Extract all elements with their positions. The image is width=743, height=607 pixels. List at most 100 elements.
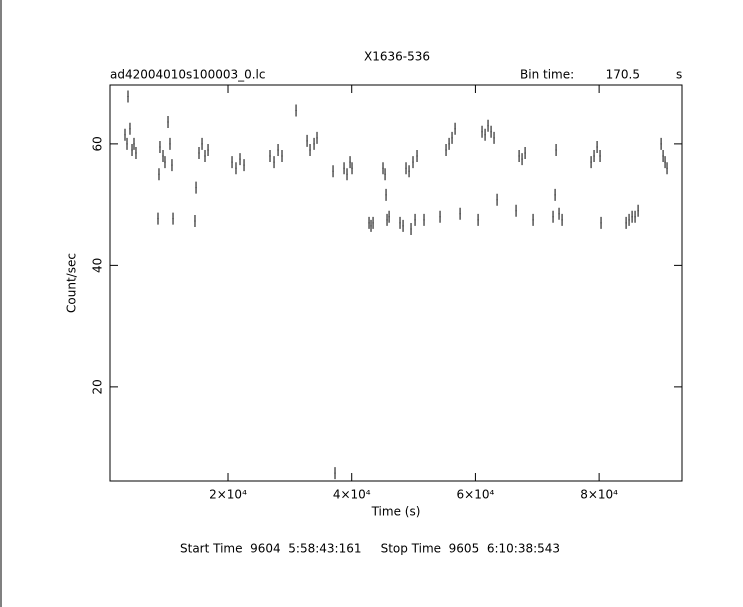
data-point <box>408 165 410 178</box>
data-point <box>412 156 414 169</box>
data-point <box>157 212 159 225</box>
data-point <box>414 213 416 226</box>
data-point <box>451 131 453 144</box>
x-tick-label: 8×10⁴ <box>580 488 618 502</box>
data-point <box>351 162 353 175</box>
data-point <box>201 137 203 150</box>
file-name: ad42004010s100003_0.lc <box>110 68 266 82</box>
data-point <box>481 125 483 138</box>
x-tick-label: 6×10⁴ <box>457 488 495 502</box>
data-point <box>532 213 534 226</box>
data-point <box>334 467 336 480</box>
data-point <box>599 150 601 163</box>
data-point <box>313 137 315 150</box>
data-point <box>496 193 498 206</box>
footer: Start Time 9604 5:58:43:161 Stop Time 96… <box>180 542 560 556</box>
data-point <box>277 143 279 156</box>
data-point <box>515 204 517 217</box>
data-point <box>124 128 126 141</box>
data-point <box>273 156 275 169</box>
data-point <box>664 156 666 169</box>
data-point <box>316 131 318 144</box>
data-point <box>309 143 311 156</box>
data-point <box>269 150 271 163</box>
data-point <box>382 162 384 175</box>
data-point <box>171 159 173 172</box>
data-point <box>195 181 197 194</box>
data-point <box>518 150 520 163</box>
data-point <box>416 150 418 163</box>
y-tick-label: 40 <box>91 258 105 273</box>
data-point <box>332 165 334 178</box>
data-point <box>593 150 595 163</box>
data-point <box>306 134 308 147</box>
chart-title: X1636-536 <box>364 50 430 64</box>
data-point <box>126 137 128 150</box>
data-point <box>448 137 450 150</box>
data-point <box>164 156 166 169</box>
y-tick-label: 20 <box>91 379 105 394</box>
bin-time-value: 170.5 <box>606 68 640 82</box>
data-point <box>552 210 554 223</box>
data-point <box>162 150 164 163</box>
data-point <box>194 215 196 228</box>
data-point <box>346 168 348 181</box>
data-point <box>133 137 135 150</box>
x-tick-label: 2×10⁴ <box>209 488 247 502</box>
data-point <box>600 216 602 229</box>
bin-time-unit: s <box>676 68 682 82</box>
data-point <box>631 210 633 223</box>
data-point <box>207 143 209 156</box>
data-point <box>204 150 206 163</box>
data-point <box>243 159 245 172</box>
data-point <box>625 216 627 229</box>
data-point <box>555 143 557 156</box>
data-point <box>477 213 479 226</box>
data-point <box>231 156 233 169</box>
data-point <box>295 104 297 117</box>
data-point <box>487 119 489 132</box>
data-point <box>135 147 137 160</box>
data-point <box>281 150 283 163</box>
data-point <box>454 122 456 135</box>
data-point <box>349 156 351 169</box>
data-point <box>628 213 630 226</box>
data-point <box>490 125 492 138</box>
x-axis-label: Time (s) <box>371 505 421 519</box>
data-point <box>459 207 461 220</box>
data-point <box>386 213 388 226</box>
data-point <box>169 137 171 150</box>
data-point <box>384 168 386 181</box>
data-point <box>423 213 425 226</box>
data-point <box>493 131 495 144</box>
y-tick-label: 60 <box>91 136 105 151</box>
data-point <box>198 147 200 160</box>
data-point <box>590 156 592 169</box>
data-point <box>524 147 526 160</box>
data-point <box>439 210 441 223</box>
data-point <box>235 162 237 175</box>
data-point <box>402 219 404 232</box>
data-point <box>172 212 174 225</box>
data-point <box>399 216 401 229</box>
data-point <box>368 216 370 229</box>
data-point <box>637 204 639 217</box>
data-point <box>596 140 598 153</box>
data-point <box>634 210 636 223</box>
bin-time-label: Bin time: <box>520 68 574 82</box>
data-point <box>167 116 169 129</box>
data-point <box>127 90 129 103</box>
x-tick-label: 4×10⁴ <box>333 488 371 502</box>
data-point <box>131 143 133 156</box>
data-point <box>662 150 664 163</box>
data-point <box>410 222 412 235</box>
data-point <box>558 207 560 220</box>
plot-frame <box>109 84 683 482</box>
data-point <box>372 216 374 229</box>
data-point <box>370 219 372 232</box>
data-point <box>660 137 662 150</box>
data-point <box>159 140 161 153</box>
data-point <box>343 162 345 175</box>
